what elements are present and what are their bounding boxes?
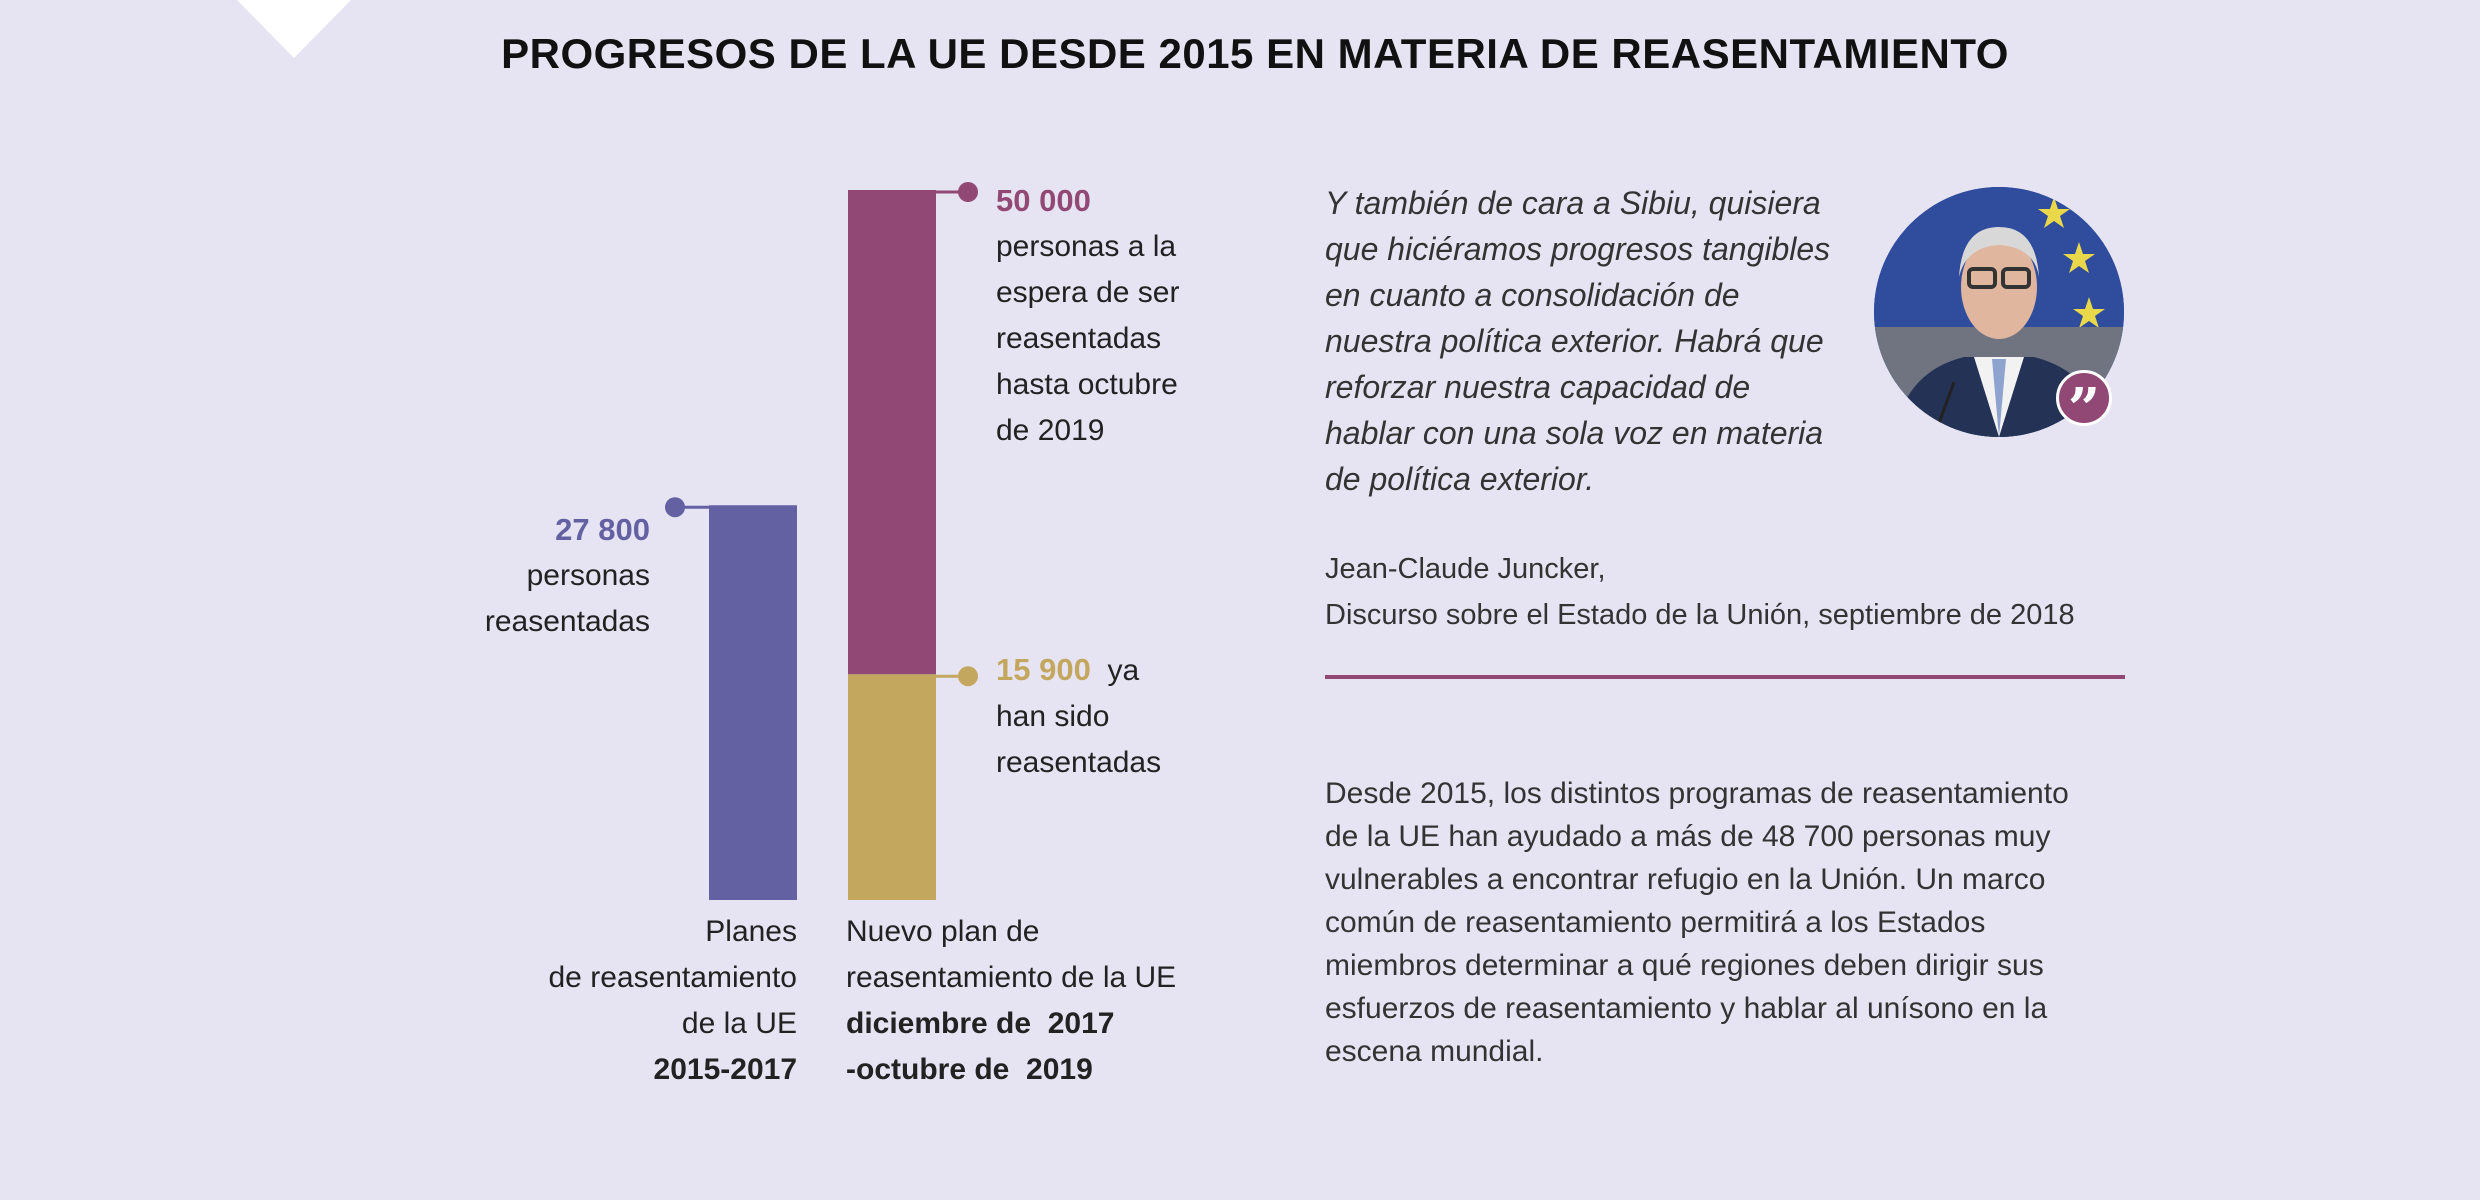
resettlement-chart: [665, 182, 978, 900]
bar2-text-0: personas a la: [996, 230, 1177, 263]
quote-text: Y también de cara a Sibiu, quisiera que …: [1325, 180, 1885, 502]
bar2-text-1: espera de ser: [996, 276, 1180, 309]
divider: [1325, 675, 2125, 679]
quote-marks-icon: ”: [2056, 370, 2112, 442]
bar1-category-label: Planes de reasentamiento de la UE 2015-2…: [497, 909, 798, 1093]
bar2-label-0: Nuevo plan de: [846, 915, 1040, 948]
paragraph-line: escena mundial.: [1325, 1035, 1544, 1068]
quote-author: Jean-Claude Juncker,: [1325, 553, 1606, 585]
bar2-text-3: hasta octubre: [996, 368, 1178, 401]
bar1-annotation: 27 800 personas reasentadas: [430, 507, 650, 645]
bar2-part-text-2: reasentadas: [996, 746, 1162, 779]
quote-line: que hiciéramos progresos tangibles: [1325, 231, 1831, 267]
paragraph-line: Desde 2015, los distintos programas de r…: [1325, 777, 2069, 810]
paragraph-line: miembros determinar a qué regiones deben…: [1325, 949, 2044, 982]
quote-line: nuestra política exterior. Habrá que: [1325, 323, 1824, 359]
quote-line: reforzar nuestra capacidad de: [1325, 369, 1751, 405]
bar2-value: 50 000: [996, 183, 1091, 218]
page-title: PROGRESOS DE LA UE DESDE 2015 EN MATERIA…: [501, 30, 2009, 77]
bar-2-segment-2: [848, 190, 936, 675]
bar2-part-leader-dot: [958, 666, 978, 687]
bar2-leader-dot: [958, 182, 978, 202]
bar1-label-0: Planes: [705, 915, 797, 948]
bar2-label-1: reasentamiento de la UE: [846, 961, 1177, 994]
paragraph-line: esfuerzos de reasentamiento y hablar al …: [1325, 992, 2048, 1025]
quote-attribution: Jean-Claude Juncker, Discurso sobre el E…: [1325, 546, 2075, 638]
bar2-category-label: Nuevo plan de reasentamiento de la UE di…: [846, 909, 1176, 1093]
summary-paragraph: Desde 2015, los distintos programas de r…: [1325, 772, 2145, 1073]
decorative-triangle: [237, 0, 351, 58]
quote-line: hablar con una sola voz en materia: [1325, 415, 1824, 451]
bar2-label-3: -octubre de 2019: [846, 1053, 1093, 1086]
quote-line: en cuanto a consolidación de: [1325, 277, 1740, 313]
bar1-label-1: de reasentamiento: [548, 961, 798, 994]
bar2-part-text-1: han sido: [996, 700, 1110, 733]
bar2-label-2: diciembre de 2017: [846, 1007, 1115, 1040]
bar-1-segment-1: [709, 505, 797, 900]
paragraph-line: vulnerables a encontrar refugio en la Un…: [1325, 863, 2046, 896]
bar1-label-2: de la UE: [681, 1007, 797, 1040]
bar1-leader-dot: [665, 497, 685, 518]
quote-source: Discurso sobre el Estado de la Unión, se…: [1325, 599, 2075, 631]
bar2-annotation: 50 000 personas a la espera de ser rease…: [996, 178, 1179, 454]
paragraph-line: común de reasentamiento permitirá a los …: [1325, 906, 1986, 939]
bar1-label-3: 2015-2017: [653, 1053, 797, 1086]
bar1-text-1: reasentadas: [484, 605, 650, 638]
bar-2-segment-1: [848, 674, 936, 900]
bar1-value: 27 800: [555, 512, 650, 547]
quote-line: de política exterior.: [1325, 461, 1595, 497]
bar2-text-2: reasentadas: [996, 322, 1162, 355]
bar2-text-4: de 2019: [996, 414, 1105, 447]
bar2-part-text-0: ya: [1107, 654, 1140, 687]
bar2-part-value: 15 900: [996, 652, 1091, 687]
bar1-text-0: personas: [526, 559, 650, 592]
quote-line: Y también de cara a Sibiu, quisiera: [1325, 185, 1821, 221]
paragraph-line: de la UE han ayudado a más de 48 700 per…: [1325, 820, 2051, 853]
bar2-part-annotation: 15 900 ya han sido reasentadas: [996, 647, 1161, 786]
